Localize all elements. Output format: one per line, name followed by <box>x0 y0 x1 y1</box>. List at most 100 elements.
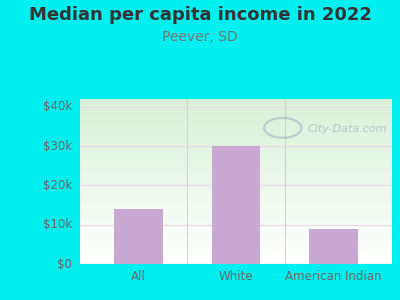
Bar <box>80 173 392 174</box>
Bar <box>80 137 392 138</box>
Bar <box>80 225 392 226</box>
Bar <box>80 181 392 182</box>
Bar <box>80 232 392 233</box>
Bar <box>80 231 392 232</box>
Bar <box>80 170 392 171</box>
Bar <box>80 203 392 204</box>
Bar <box>80 217 392 218</box>
Bar <box>309 229 358 264</box>
Bar <box>80 222 392 223</box>
Bar <box>80 235 392 236</box>
Bar <box>80 179 392 180</box>
Bar <box>80 159 392 160</box>
Bar <box>80 162 392 163</box>
Bar <box>80 164 392 165</box>
Bar <box>80 198 392 199</box>
Bar <box>80 233 392 234</box>
Bar <box>80 119 392 120</box>
Bar <box>80 146 392 147</box>
Bar <box>80 106 392 107</box>
Bar <box>80 138 392 139</box>
Bar <box>80 169 392 170</box>
Bar <box>80 258 392 259</box>
Bar <box>80 172 392 173</box>
Bar <box>80 177 392 178</box>
Text: $20k: $20k <box>43 179 72 192</box>
Bar <box>80 221 392 222</box>
Bar <box>80 256 392 257</box>
Bar <box>80 259 392 260</box>
Bar <box>80 193 392 194</box>
Bar <box>80 201 392 202</box>
Bar <box>80 154 392 155</box>
Bar <box>80 133 392 134</box>
Bar <box>80 174 392 175</box>
Bar <box>80 126 392 127</box>
Bar <box>80 127 392 128</box>
Bar <box>80 117 392 118</box>
Bar <box>212 146 260 264</box>
Bar <box>80 167 392 168</box>
Bar <box>80 112 392 113</box>
Bar <box>80 214 392 215</box>
Bar <box>80 236 392 237</box>
Bar <box>80 192 392 193</box>
Bar <box>80 152 392 153</box>
Text: $0: $0 <box>57 257 72 271</box>
Bar <box>80 263 392 264</box>
Bar <box>80 163 392 164</box>
Bar <box>80 188 392 189</box>
Bar <box>80 176 392 177</box>
Bar <box>80 228 392 229</box>
Bar <box>80 114 392 115</box>
Bar <box>80 211 392 212</box>
Bar <box>80 121 392 122</box>
Bar <box>80 205 392 206</box>
Bar <box>80 254 392 255</box>
Bar <box>80 160 392 161</box>
Bar <box>80 206 392 207</box>
Bar <box>80 134 392 135</box>
Bar <box>80 238 392 239</box>
Text: Peever, SD: Peever, SD <box>162 30 238 44</box>
Text: Median per capita income in 2022: Median per capita income in 2022 <box>28 6 372 24</box>
Bar <box>80 197 392 198</box>
Bar <box>80 246 392 247</box>
Bar <box>80 123 392 124</box>
Bar <box>80 200 392 201</box>
Bar <box>80 216 392 217</box>
Bar <box>80 248 392 249</box>
Bar <box>80 168 392 169</box>
Bar <box>80 180 392 181</box>
Bar <box>80 139 392 140</box>
Bar <box>80 252 392 253</box>
Bar <box>80 257 392 258</box>
Bar <box>80 243 392 244</box>
Bar <box>80 226 392 227</box>
Bar <box>80 113 392 114</box>
Bar <box>80 131 392 132</box>
Bar <box>80 108 392 109</box>
Bar <box>80 224 392 225</box>
Bar <box>80 99 392 100</box>
Bar <box>80 215 392 216</box>
Bar <box>80 104 392 105</box>
Bar <box>80 229 392 230</box>
Bar <box>80 124 392 125</box>
Bar <box>80 255 392 256</box>
Bar <box>80 227 392 228</box>
Bar <box>80 251 392 252</box>
Bar <box>80 212 392 213</box>
Bar <box>80 178 392 179</box>
Text: $40k: $40k <box>43 100 72 113</box>
Bar <box>80 245 392 246</box>
Bar <box>80 149 392 150</box>
Bar <box>80 102 392 103</box>
Bar <box>80 165 392 166</box>
Bar <box>80 161 392 162</box>
Bar <box>80 135 392 136</box>
Bar <box>80 194 392 195</box>
Bar <box>80 103 392 104</box>
Bar <box>80 230 392 231</box>
Bar <box>80 220 392 221</box>
